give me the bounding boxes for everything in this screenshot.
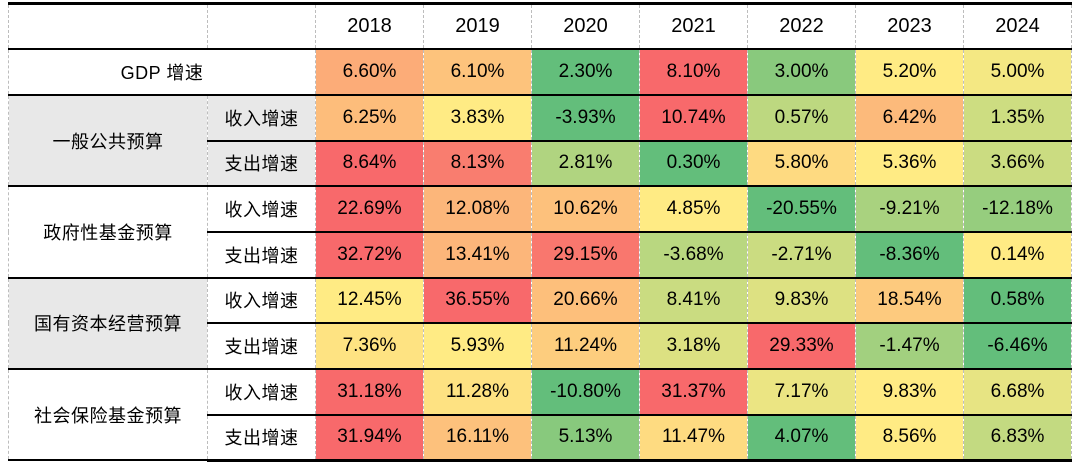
table-row-2: 支出增速 8.64% 8.13% 2.81% 0.30% 5.80% 5.36% 3.66% — [9, 140, 1072, 188]
value-cell: 6.83% — [963, 414, 1072, 462]
value-cell: 3.66% — [963, 140, 1072, 188]
value-cell: 31.37% — [639, 369, 748, 416]
value-cell: 7.36% — [315, 323, 424, 370]
value-cell: 8.56% — [855, 414, 964, 462]
table-row-7: 社会保险基金预算 收入增速 31.18% 11.28% -10.80% 31.37% 7.1… — [8, 369, 1072, 462]
value-cell: 29.33% — [747, 323, 856, 370]
value-cell: 29.15% — [531, 231, 640, 279]
table-row-5: 国有资本经营预算 收入增速 12.45% 36.55% 20.66% 8.41% 9.83%… — [8, 277, 1072, 371]
value-cell: 8.10% — [639, 49, 748, 96]
value-cell: -20.55% — [747, 186, 856, 233]
year-header-2023: 2023 — [855, 2, 964, 51]
year-header-2019: 2019 — [423, 2, 532, 51]
sub-label: 支出增速 — [207, 140, 316, 188]
value-cell: 8.13% — [423, 140, 532, 188]
group-label: 政府性基金预算 — [8, 186, 208, 279]
value-cell: 5.80% — [747, 140, 856, 188]
value-cell: 32.72% — [315, 231, 424, 279]
corner-cell-sub — [207, 2, 316, 51]
value-cell: 3.18% — [639, 323, 748, 370]
sub-label: 收入增速 — [207, 186, 316, 233]
value-cell: -1.47% — [855, 323, 964, 370]
value-cell: 1.35% — [963, 94, 1072, 142]
corner-cell-group — [8, 2, 208, 51]
year-header-row: 2018 2019 2020 2021 2022 2023 2024 — [8, 2, 1072, 51]
value-cell: 5.00% — [963, 49, 1072, 96]
value-cell: 6.42% — [855, 94, 964, 142]
year-header-2018: 2018 — [315, 2, 424, 51]
group-label: 国有资本经营预算 — [8, 277, 208, 371]
value-cell: 3.00% — [747, 49, 856, 96]
sub-label: 收入增速 — [207, 369, 316, 416]
table-row-1: 一般公共预算 收入增速 6.25% 3.83% -3.93% 10.74% 0.57% 6.4… — [8, 94, 1072, 188]
value-cell: 5.93% — [423, 323, 532, 370]
value-cell: 12.45% — [315, 277, 424, 325]
row-label-gdp: GDP 增速 — [8, 49, 316, 96]
value-cell: 11.28% — [423, 369, 532, 416]
value-cell: -2.71% — [747, 231, 856, 279]
value-cell: 0.14% — [963, 231, 1072, 279]
value-cell: 6.25% — [315, 94, 424, 142]
value-cell: 12.08% — [423, 186, 532, 233]
value-cell: 31.94% — [315, 414, 424, 462]
value-cell: 6.60% — [315, 49, 424, 96]
value-cell: 2.81% — [531, 140, 640, 188]
table-row-3: 政府性基金预算 收入增速 22.69% 12.08% 10.62% 4.85% -20.55… — [8, 186, 1072, 279]
sub-label: 支出增速 — [207, 323, 316, 370]
value-cell: 6.10% — [423, 49, 532, 96]
value-cell: 22.69% — [315, 186, 424, 233]
value-cell: -12.18% — [963, 186, 1072, 233]
year-header-2022: 2022 — [747, 2, 856, 51]
value-cell: 31.18% — [315, 369, 424, 416]
table-row-6: 支出增速 7.36% 5.93% 11.24% 3.18% 29.33% -1.47% -6.… — [9, 323, 1072, 370]
value-cell: 5.13% — [531, 414, 640, 462]
header-row: 2018 2019 2020 2021 2022 2023 2024 — [8, 2, 1072, 51]
value-cell: 0.58% — [963, 277, 1072, 325]
table-body: GDP 增速 6.60% 6.10% 2.30% 8.10% 3.00% 5.20% 5.00… — [8, 49, 1072, 462]
value-cell: 10.62% — [531, 186, 640, 233]
year-header-2024: 2024 — [963, 2, 1072, 51]
value-cell: 5.36% — [855, 140, 964, 188]
group-label: 一般公共预算 — [8, 94, 208, 188]
value-cell: 7.17% — [747, 369, 856, 416]
year-header-2021: 2021 — [639, 2, 748, 51]
value-cell: 0.57% — [747, 94, 856, 142]
value-cell: -9.21% — [855, 186, 964, 233]
value-cell: 2.30% — [531, 49, 640, 96]
value-cell: 5.20% — [855, 49, 964, 96]
table-row-8: 支出增速 31.94% 16.11% 5.13% 11.47% 4.07% 8.56% 6.8… — [9, 414, 1072, 462]
budget-growth-heatmap-table: 2018 2019 2020 2021 2022 2023 2024 GDP 增速 6.60%… — [8, 2, 1072, 462]
sub-label: 收入增速 — [207, 277, 316, 325]
value-cell: 9.83% — [747, 277, 856, 325]
value-cell: 18.54% — [855, 277, 964, 325]
value-cell: -8.36% — [855, 231, 964, 279]
value-cell: 8.41% — [639, 277, 748, 325]
sub-label: 支出增速 — [207, 231, 316, 279]
value-cell: -3.68% — [639, 231, 748, 279]
value-cell: -10.80% — [531, 369, 640, 416]
value-cell: -3.93% — [531, 94, 640, 142]
year-header-2020: 2020 — [531, 2, 640, 51]
value-cell: -6.46% — [963, 323, 1072, 370]
value-cell: 20.66% — [531, 277, 640, 325]
value-cell: 3.83% — [423, 94, 532, 142]
value-cell: 6.68% — [963, 369, 1072, 416]
group-label: 社会保险基金预算 — [8, 369, 208, 462]
sub-label: 支出增速 — [207, 414, 316, 462]
value-cell: 4.85% — [639, 186, 748, 233]
sub-label: 收入增速 — [207, 94, 316, 142]
table-row-0: GDP 增速 6.60% 6.10% 2.30% 8.10% 3.00% 5.20% 5.00… — [8, 49, 1072, 96]
value-cell: 16.11% — [423, 414, 532, 462]
value-cell: 11.24% — [531, 323, 640, 370]
value-cell: 8.64% — [315, 140, 424, 188]
value-cell: 11.47% — [639, 414, 748, 462]
value-cell: 13.41% — [423, 231, 532, 279]
value-cell: 9.83% — [855, 369, 964, 416]
table-row-4: 支出增速 32.72% 13.41% 29.15% -3.68% -2.71% -8.36%… — [9, 231, 1072, 279]
value-cell: 10.74% — [639, 94, 748, 142]
value-cell: 4.07% — [747, 414, 856, 462]
value-cell: 36.55% — [423, 277, 532, 325]
value-cell: 0.30% — [639, 140, 748, 188]
